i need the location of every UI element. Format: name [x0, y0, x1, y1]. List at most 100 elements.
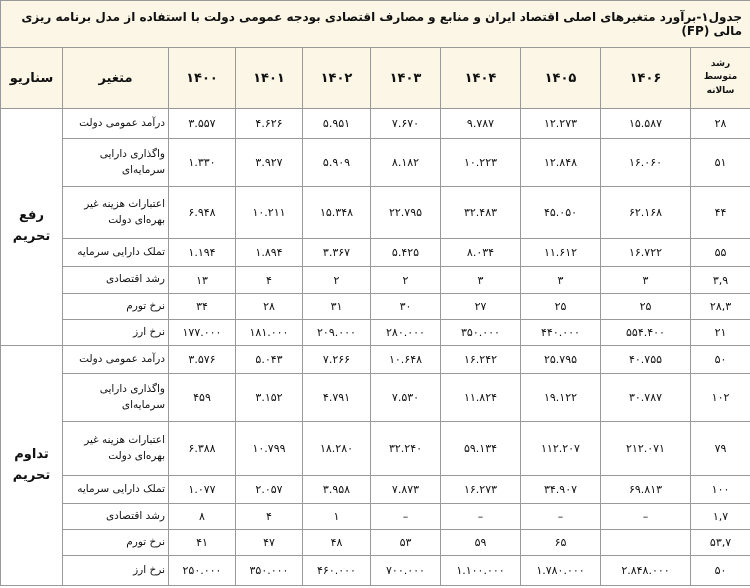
value-cell: ۴.۷۹۱	[302, 373, 371, 422]
value-cell: ۸	[168, 503, 236, 530]
variable-header: متغیر	[62, 47, 169, 109]
value-cell: ۷.۲۶۶	[302, 345, 371, 374]
value-cell: ۳.۱۵۲	[235, 373, 303, 422]
value-cell: ۴۴۰.۰۰۰	[520, 319, 601, 346]
variable-cell: درآمد عمومی دولت	[62, 108, 169, 139]
value-cell: ۴۱	[168, 529, 236, 556]
growth-cell: ۲۸,۳	[689, 293, 750, 320]
value-cell: ۵۳	[370, 529, 441, 556]
value-cell: ۴	[235, 503, 303, 530]
value-cell: ۳۵۰.۰۰۰	[235, 555, 303, 586]
variable-cell: اعتبارات هزینه غیر بهره‌ای دولت	[62, 186, 169, 239]
variable-cell: اعتبارات هزینه غیر بهره‌ای دولت	[62, 421, 169, 476]
variable-cell: نرخ تورم	[62, 529, 169, 556]
scenario-cell: تداوم تحریم	[0, 345, 63, 586]
value-cell: ۵۹	[440, 529, 521, 556]
value-cell: ۲	[370, 266, 441, 294]
value-cell: ۴	[235, 266, 303, 294]
variable-cell: رشد اقتصادی	[62, 503, 169, 530]
variable-cell: تملک دارایی سرمایه	[62, 475, 169, 504]
value-cell: ۳	[520, 266, 601, 294]
value-cell: ۳۲.۴۸۳	[440, 186, 521, 239]
value-cell: ۶۲.۱۶۸	[600, 186, 691, 239]
value-cell: ۳۲.۲۴۰	[370, 421, 441, 476]
value-cell: ۱۰.۷۹۹	[235, 421, 303, 476]
year-header: ۱۴۰۲	[302, 47, 371, 109]
value-cell: ۴.۶۲۶	[235, 108, 303, 139]
value-cell: ۳	[600, 266, 691, 294]
value-cell: ۱۶.۷۲۲	[600, 238, 691, 267]
value-cell: ۲۵	[600, 293, 691, 320]
scenario-header: سناریو	[0, 47, 63, 109]
variable-cell: واگذاری دارایی سرمایه‌ای	[62, 138, 169, 187]
variable-cell: نرخ تورم	[62, 293, 169, 320]
value-cell: ۳.۵۵۷	[168, 108, 236, 139]
value-cell: ۴۷	[235, 529, 303, 556]
value-cell: –	[370, 503, 441, 530]
table-row: تداوم تحریم درآمد عمومی دولت ۳.۵۷۶ ۵.۰۴۳ ۷.۲…	[0, 345, 750, 586]
value-cell: ۳۴.۹۰۷	[520, 475, 601, 504]
variable-cell: نرخ ارز	[62, 555, 169, 586]
value-cell: ۱.۱۹۴	[168, 238, 236, 267]
value-cell: ۷۰۰.۰۰۰	[370, 555, 441, 586]
growth-header: رشد متوسط سالانه	[689, 47, 750, 109]
year-header: ۱۴۰۴	[440, 47, 521, 109]
value-cell: ۵.۰۴۳	[235, 345, 303, 374]
year-header: ۱۴۰۱	[235, 47, 303, 109]
value-cell: ۲۰۹.۰۰۰	[302, 319, 371, 346]
growth-cell: ۱,۷	[689, 503, 750, 530]
value-cell: ۱۰.۶۴۸	[370, 345, 441, 374]
growth-cell: ۵۰	[689, 345, 750, 374]
table-row: واگذاری دارایی سرمایه‌ای ۱.۳۳۰ ۳.۹۲۷ ۵.۹۰۹ ۸…	[1, 138, 750, 187]
value-cell: ۱۵.۵۸۷	[600, 108, 691, 139]
growth-cell: ۵۰	[689, 555, 750, 586]
value-cell: ۱.۰۷۷	[168, 475, 236, 504]
value-cell: ۱۹.۱۲۲	[520, 373, 601, 422]
year-header: ۱۴۰۳	[370, 47, 441, 109]
growth-cell: ۵۱	[689, 138, 750, 187]
growth-cell: ۳,۹	[689, 266, 750, 294]
value-cell: ۷.۸۷۳	[370, 475, 441, 504]
value-cell: ۱۶.۰۶۰	[600, 138, 691, 187]
value-cell: ۱۲.۸۴۸	[520, 138, 601, 187]
scenario-cell: رفع تحریم	[0, 108, 63, 346]
value-cell: ۱.۱۰۰.۰۰۰	[440, 555, 521, 586]
value-cell: ۳۱	[302, 293, 371, 320]
value-cell: –	[520, 503, 601, 530]
growth-cell: ۲۱	[689, 319, 750, 346]
variable-cell: نرخ ارز	[62, 319, 169, 346]
value-cell: ۲۵۰.۰۰۰	[168, 555, 236, 586]
value-cell: ۴۸	[302, 529, 371, 556]
value-cell: ۶۹.۸۱۳	[600, 475, 691, 504]
value-cell: ۲.۰۵۷	[235, 475, 303, 504]
table-row: نرخ ارز ۱۷۷.۰۰۰ ۱۸۱.۰۰۰ ۲۰۹.۰۰۰ ۲۸۰.۰۰۰ ۳۵۰.۰…	[1, 319, 750, 346]
value-cell: ۲۸	[235, 293, 303, 320]
growth-cell: ۵۳,۷	[689, 529, 750, 556]
table-row: نرخ تورم ۴۱ ۴۷ ۴۸ ۵۳ ۵۹ ۶۵ ۵۳,۷	[1, 529, 750, 556]
value-cell: ۴۶۰.۰۰۰	[302, 555, 371, 586]
value-cell: ۱۱۲.۲۰۷	[520, 421, 601, 476]
value-cell: –	[440, 503, 521, 530]
value-cell: ۱۷۷.۰۰۰	[168, 319, 236, 346]
value-cell: ۶.۹۴۸	[168, 186, 236, 239]
value-cell: ۹.۷۸۷	[440, 108, 521, 139]
value-cell: ۴۰.۷۵۵	[600, 345, 691, 374]
value-cell: ۵۹.۱۳۴	[440, 421, 521, 476]
value-cell: ۱۸.۲۸۰	[302, 421, 371, 476]
table-row: اعتبارات هزینه غیر بهره‌ای دولت ۶.۳۸۸ ۱۰.۷…	[1, 421, 750, 476]
value-cell: ۷.۵۳۰	[370, 373, 441, 422]
variable-cell: تملک دارایی سرمایه	[62, 238, 169, 267]
value-cell: ۷.۶۷۰	[370, 108, 441, 139]
value-cell: ۱۶.۲۴۲	[440, 345, 521, 374]
value-cell: ۵.۹۰۹	[302, 138, 371, 187]
table-row: نرخ تورم ۳۴ ۲۸ ۳۱ ۳۰ ۲۷ ۲۵ ۲۵ ۲۸,۳	[1, 293, 750, 320]
value-cell: ۱۸۱.۰۰۰	[235, 319, 303, 346]
value-cell: ۲۸۰.۰۰۰	[370, 319, 441, 346]
table-row: تملک دارایی سرمایه ۱.۱۹۴ ۱.۸۹۴ ۳.۳۶۷ ۵.۴۲۵ ۸.…	[1, 238, 750, 267]
value-cell: ۱.۳۳۰	[168, 138, 236, 187]
growth-cell: ۵۵	[689, 238, 750, 267]
table-row: جدول۱-برآورد متغیرهای اصلی اقتصاد ایران …	[0, 0, 750, 48]
table-title: جدول۱-برآورد متغیرهای اصلی اقتصاد ایران …	[0, 0, 750, 48]
table-row: سناریو متغیر ۱۴۰۰ ۱۴۰۱ ۱۴۰۲ ۱۴۰۳ ۱۴۰۴ ۱۴۰۵ ۱۴۰۶ ر…	[0, 47, 750, 109]
value-cell: ۲۱۲.۰۷۱	[600, 421, 691, 476]
